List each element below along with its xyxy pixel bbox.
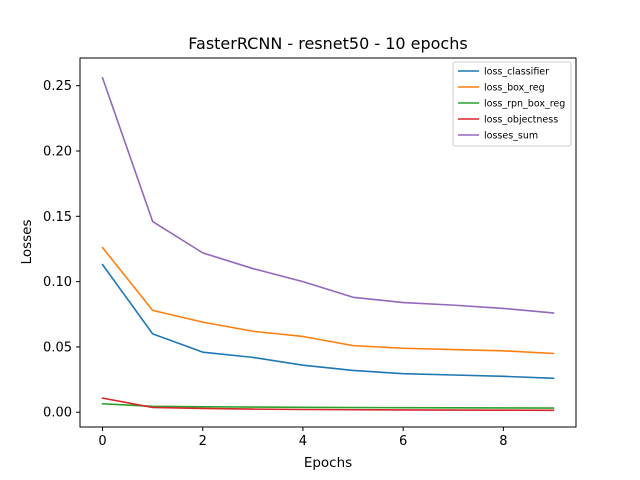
legend: loss_classifier loss_box_reg loss_rpn_box_… xyxy=(452,61,572,147)
x-axis: 0 2 4 6 8 xyxy=(98,427,507,449)
y-tick-label: 0.00 xyxy=(43,406,72,421)
series-line-losses-sum xyxy=(101,76,555,314)
series-line-loss-rpn-box-reg xyxy=(101,402,555,409)
legend-label-loss-box-reg: loss_box_reg xyxy=(484,83,545,94)
y-tick-label: 0.15 xyxy=(43,210,72,225)
series-line-loss-box-reg xyxy=(101,246,555,355)
x-tick-label: 4 xyxy=(299,434,307,449)
series-line-loss-objectness xyxy=(101,397,555,412)
y-tick-label: 0.25 xyxy=(43,79,72,94)
y-tick-label: 0.05 xyxy=(43,340,72,355)
plot-lines xyxy=(101,76,555,412)
x-tick-label: 6 xyxy=(399,434,407,449)
y-tick-label: 0.20 xyxy=(43,145,72,160)
plot-frame xyxy=(79,57,577,428)
series-line-loss-classifier xyxy=(101,263,555,380)
legend-label-loss-classifier: loss_classifier xyxy=(484,67,549,78)
legend-label-loss-objectness: loss_objectness xyxy=(484,115,558,126)
y-axis-label: Losses xyxy=(19,220,35,265)
x-tick-label: 0 xyxy=(98,434,106,449)
x-axis-label: Epochs xyxy=(304,455,352,471)
x-tick-label: 8 xyxy=(499,434,507,449)
legend-label-loss-rpn-box-reg: loss_rpn_box_reg xyxy=(484,99,565,110)
legend-label-losses-sum: losses_sum xyxy=(484,131,538,142)
y-axis: 0.00 0.05 0.10 0.15 0.20 0.25 xyxy=(43,79,80,421)
chart-title: FasterRCNN - resnet50 - 10 epochs xyxy=(188,34,467,53)
y-tick-label: 0.10 xyxy=(43,275,72,290)
x-tick-label: 2 xyxy=(199,434,207,449)
legend-box xyxy=(452,61,572,147)
